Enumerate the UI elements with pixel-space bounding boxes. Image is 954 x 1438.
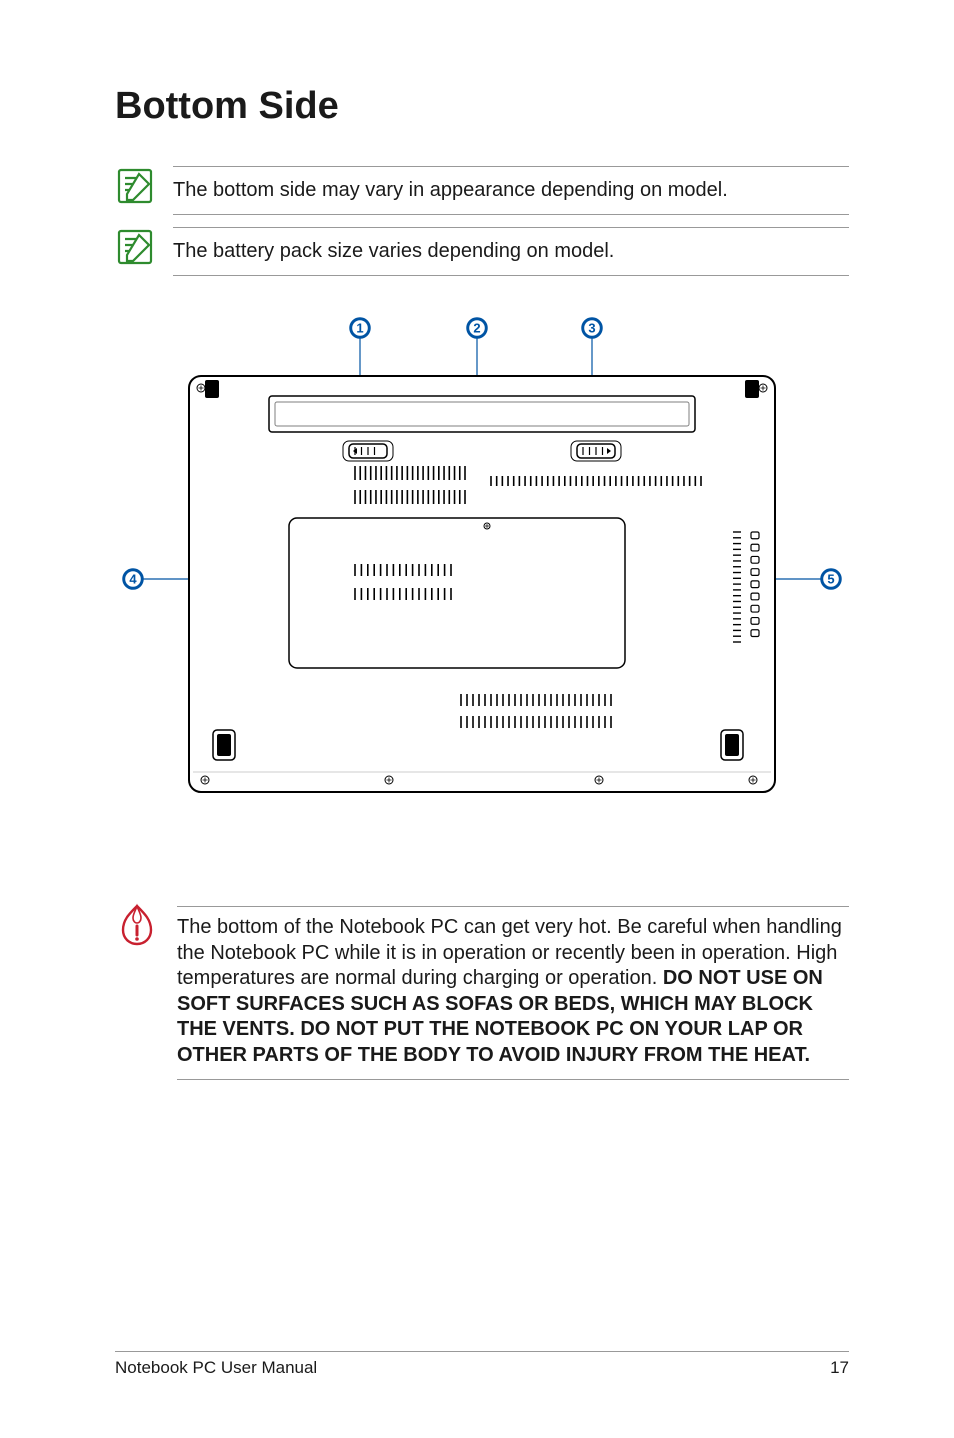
note-block-1: The bottom side may vary in appearance d… bbox=[115, 166, 849, 215]
svg-text:5: 5 bbox=[827, 572, 834, 587]
svg-text:3: 3 bbox=[588, 321, 595, 336]
page-title: Bottom Side bbox=[115, 85, 849, 128]
note-text: The battery pack size varies depending o… bbox=[173, 227, 849, 276]
caution-icon bbox=[115, 906, 159, 951]
caution-block: The bottom of the Notebook PC can get ve… bbox=[115, 906, 849, 1080]
footer-page-number: 17 bbox=[830, 1358, 849, 1378]
svg-text:1: 1 bbox=[356, 321, 363, 336]
note-text: The bottom side may vary in appearance d… bbox=[173, 166, 849, 215]
footer-left: Notebook PC User Manual bbox=[115, 1358, 317, 1378]
note-block-2: The battery pack size varies depending o… bbox=[115, 227, 849, 276]
note-icon bbox=[115, 227, 155, 272]
svg-text:4: 4 bbox=[129, 572, 137, 587]
bottom-side-diagram: 1 2 3 4 5 bbox=[115, 316, 849, 816]
svg-text:2: 2 bbox=[473, 321, 480, 336]
caution-text: The bottom of the Notebook PC can get ve… bbox=[177, 906, 849, 1080]
note-icon bbox=[115, 166, 155, 211]
page-footer: Notebook PC User Manual 17 bbox=[115, 1351, 849, 1378]
